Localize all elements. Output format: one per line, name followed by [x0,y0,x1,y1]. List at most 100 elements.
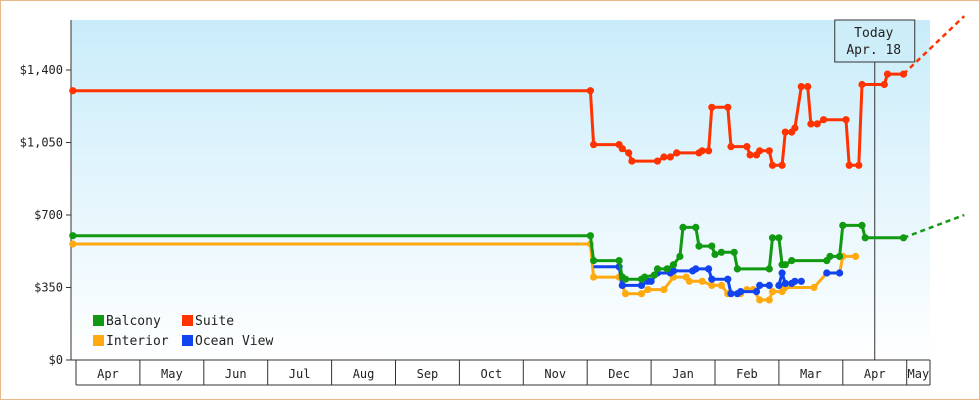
data-point [644,286,652,294]
data-point [791,277,799,285]
x-tick-label: Apr [864,367,886,381]
data-point [708,103,716,111]
y-tick-label: $1,050 [20,136,63,150]
data-point [708,281,716,289]
suite-forecast-line [902,15,966,76]
today-box [834,19,916,63]
data-point [765,147,773,155]
interior-series-line [72,242,856,302]
data-point [628,157,636,165]
data-point [698,277,706,285]
x-tick-label: Aug [353,367,375,381]
data-point [733,265,742,273]
data-point [756,147,764,155]
data-point [660,153,668,161]
data-point [695,242,703,250]
legend-swatch-suite [182,315,193,326]
balcony-forecast-line [903,213,965,239]
data-point [621,290,630,298]
data-point [69,232,77,240]
data-point [781,128,789,136]
data-point [858,221,866,229]
legend-swatch-balcony [93,315,104,326]
data-point [621,275,630,283]
data-point [743,143,751,151]
data-point [899,234,908,242]
data-point [625,149,633,157]
data-point [765,281,773,289]
today-label: Today [854,26,893,41]
data-point [746,151,754,159]
data-point [775,281,783,289]
data-point [717,281,726,289]
data-point [804,83,812,91]
data-point [836,269,844,277]
legend-label-balcony: Balcony [106,314,161,329]
data-point [698,147,706,155]
data-point [820,116,828,124]
data-point [880,80,888,89]
data-point [839,221,847,229]
data-point [768,234,777,242]
data-point [858,80,866,89]
today-marker: Today Apr. 18 [834,19,916,360]
data-point [590,257,598,265]
x-tick-label: May [161,367,183,381]
data-point [618,281,626,289]
y-tick-label: $0 [49,353,63,367]
data-point [618,145,626,153]
data-point [666,153,674,161]
data-point [615,257,623,265]
x-tick-label: Nov [544,367,566,381]
x-tick-label: Apr [97,367,119,381]
data-point [586,87,595,95]
data-point [586,232,595,240]
data-point [842,116,850,124]
data-point [705,147,713,155]
data-point [724,103,732,111]
plot-background [71,20,930,360]
data-point [705,265,713,273]
data-point [797,277,805,285]
legend-swatch-interior [93,335,104,346]
data-point [641,273,649,281]
x-tick-label: Sep [417,367,439,381]
data-point [724,275,732,283]
data-point [676,252,684,260]
data-point [765,265,773,273]
data-point [69,240,77,248]
data-point [737,288,745,296]
legend-label-suite: Suite [195,314,234,329]
data-point [711,250,719,258]
x-tick-label: Jul [289,367,311,381]
x-tick-label: Dec [608,367,630,381]
data-point [660,286,668,294]
data-point [797,83,805,91]
data-point [727,143,735,151]
legend-swatch-ocean-view [182,335,193,346]
y-tick-label: $1,400 [20,63,63,77]
data-point [708,275,716,283]
data-point [669,261,678,269]
x-tick-label: May [908,367,930,381]
data-point [791,124,799,132]
data-point [826,252,834,260]
data-point [685,277,694,285]
data-point [768,288,777,296]
today-date: Apr. 18 [846,43,901,58]
data-point [637,290,646,298]
data-point [653,265,662,273]
data-point [637,281,646,289]
legend-label-ocean-view: Ocean View [195,334,273,349]
data-point [810,283,818,292]
data-point [650,271,658,279]
data-point [590,273,598,281]
data-point [590,141,598,149]
data-point [756,281,764,289]
data-point [663,265,671,273]
x-tick-label: Feb [736,367,758,381]
series-layer [69,15,966,304]
data-point [752,288,761,296]
data-point [855,161,863,169]
